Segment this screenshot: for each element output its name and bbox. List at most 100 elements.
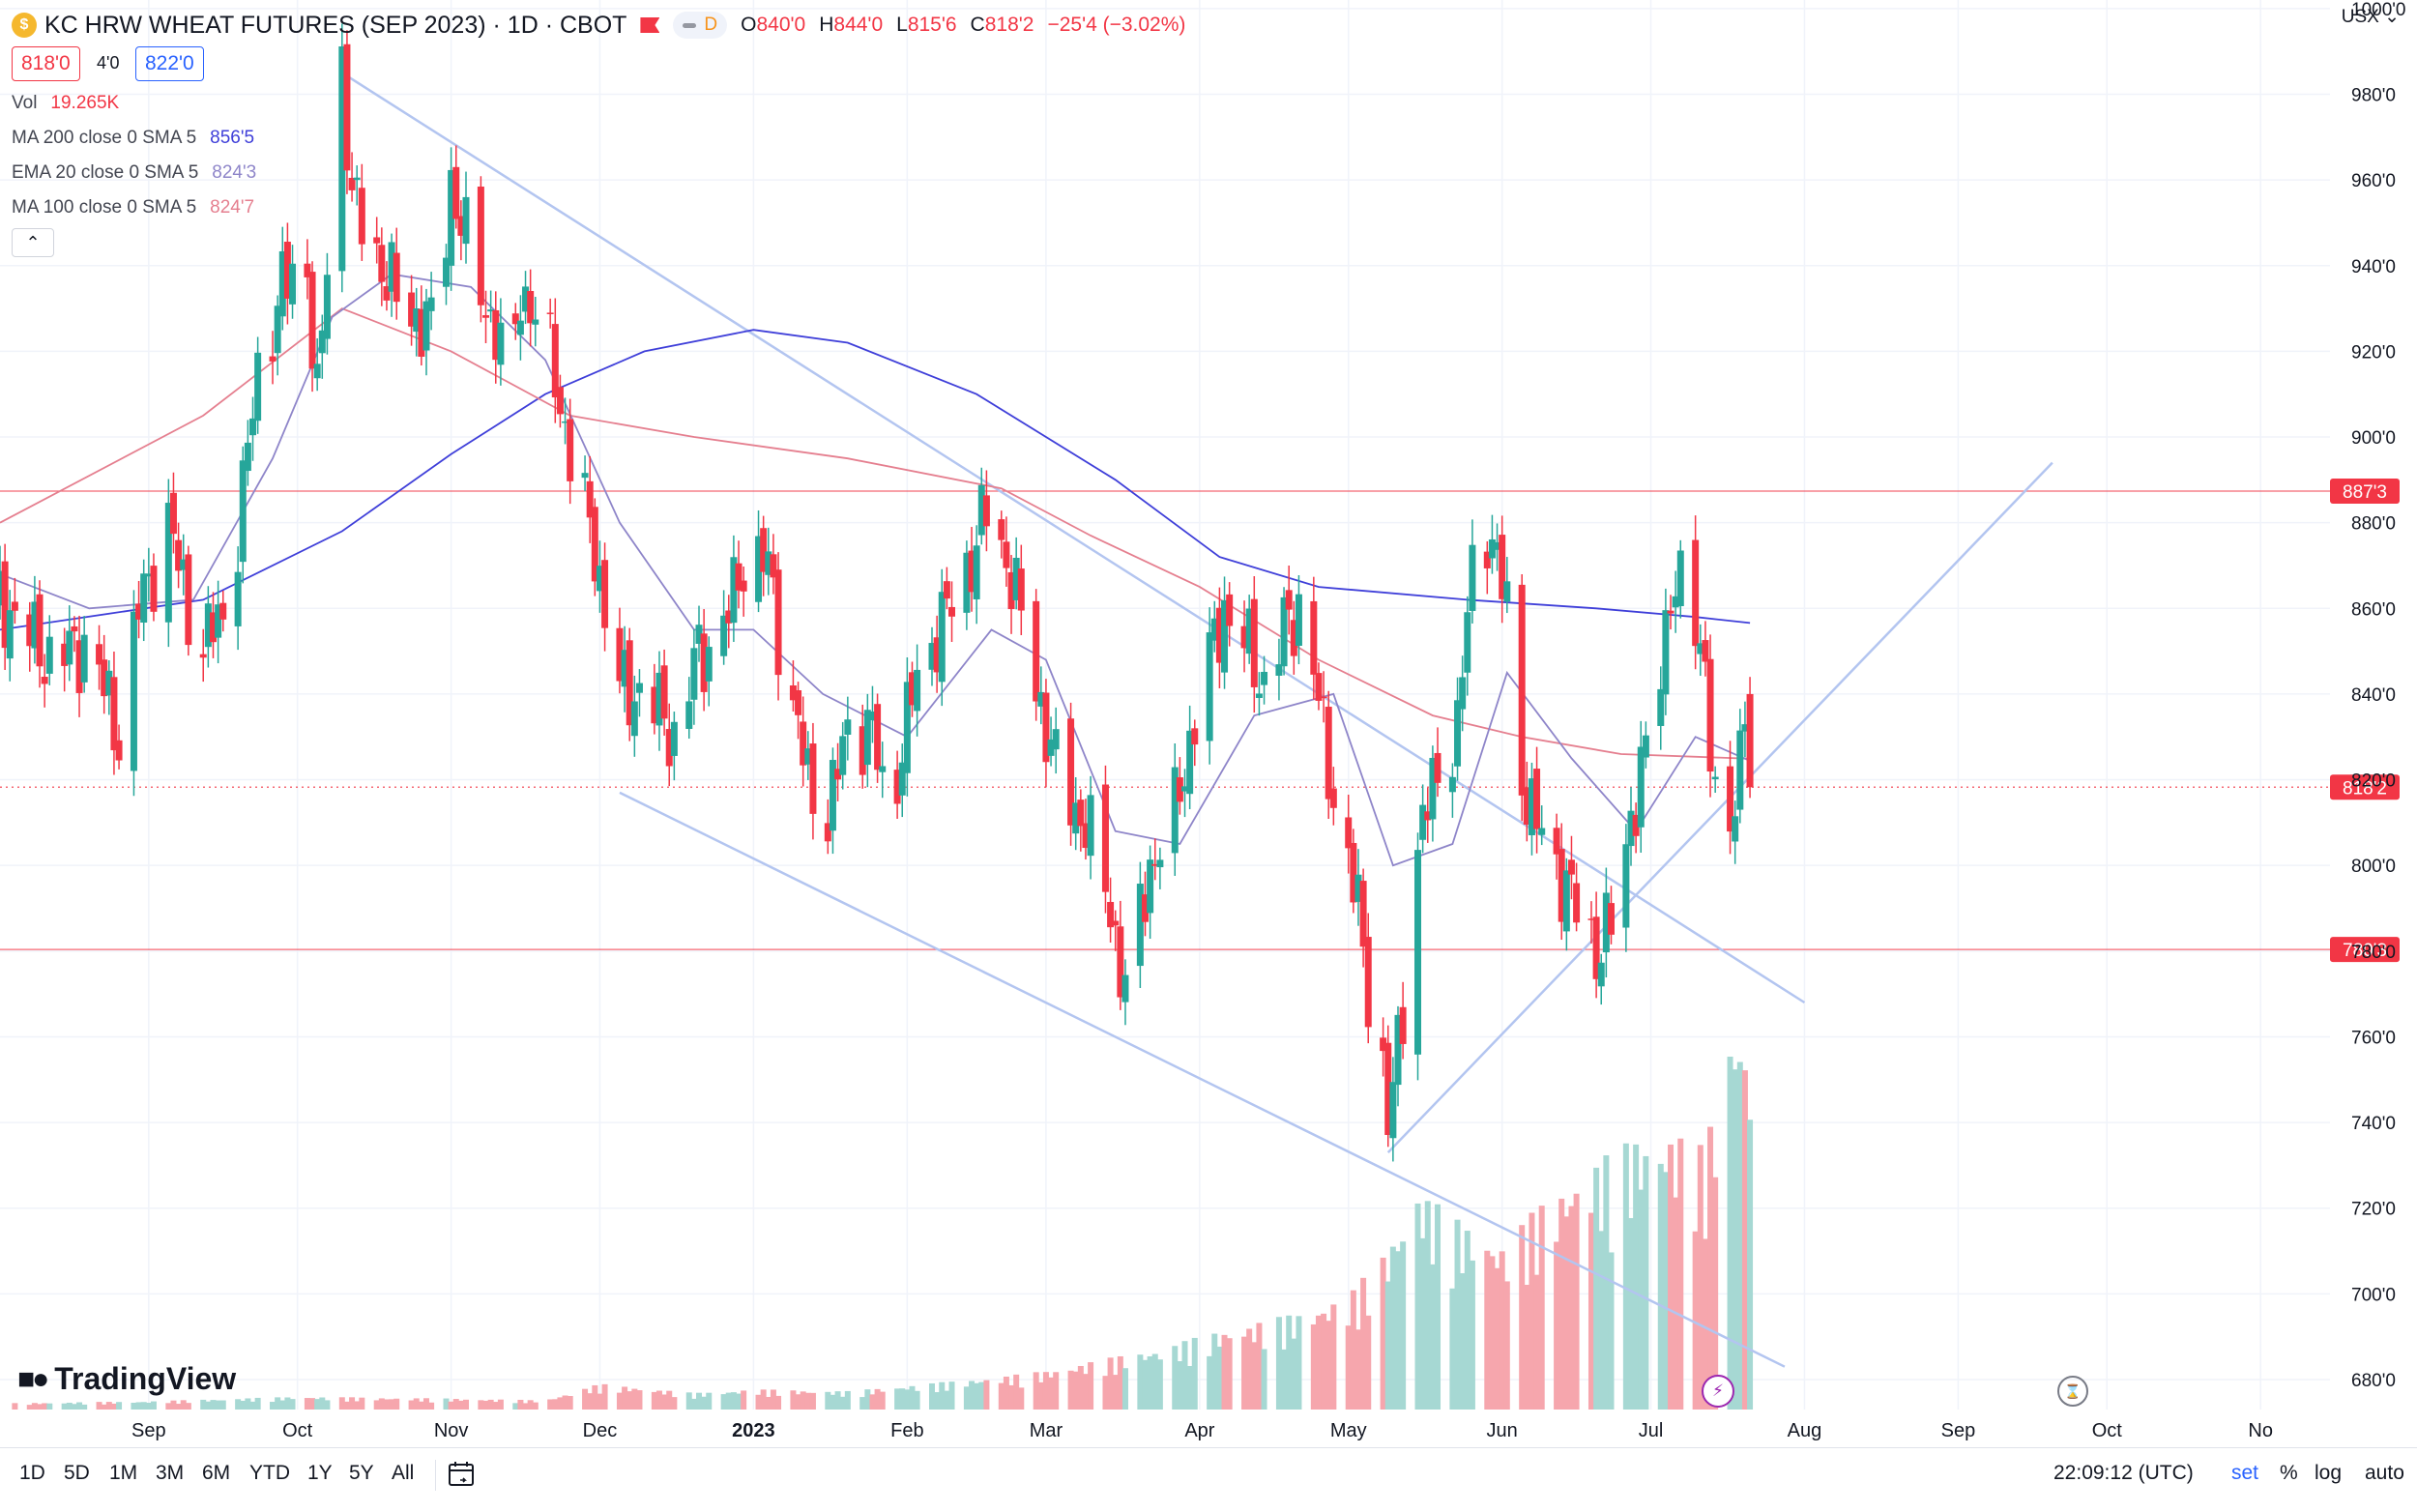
candle-body <box>1012 557 1020 600</box>
candle-body <box>511 313 519 325</box>
price-tick-label: 920'0 <box>2351 342 2396 363</box>
candle-body <box>169 492 177 535</box>
candle-body <box>1275 664 1283 676</box>
candle-body <box>655 672 663 726</box>
volume-bar <box>1102 1376 1109 1410</box>
volume-bar <box>1429 1264 1436 1410</box>
time-tick-label: No <box>2248 1420 2273 1441</box>
currency-selector[interactable]: USX ⌄ <box>2342 6 2400 28</box>
volume-bar <box>1137 1354 1144 1410</box>
candle-body <box>795 690 802 715</box>
volume-bar <box>497 1399 504 1410</box>
volume-bar <box>562 1395 568 1410</box>
low-value: 815'6 <box>907 14 957 36</box>
volume-bar <box>1524 1284 1530 1410</box>
lightning-icon[interactable]: ⚡ <box>1702 1375 1734 1408</box>
time-jump-icon[interactable]: ⌛ <box>2057 1376 2088 1407</box>
volume-bar <box>249 1401 256 1410</box>
candle-body <box>388 242 395 292</box>
timeframe-all[interactable]: All <box>392 1462 415 1484</box>
candle-body <box>239 460 247 563</box>
candle-body <box>1429 757 1437 820</box>
price-chart[interactable]: 887'3 780'3 818'2 1000'0 980'0 960'0 940'0 920… <box>0 0 2417 1445</box>
close-label: C <box>970 14 985 36</box>
timeframe-3m[interactable]: 3M <box>156 1462 185 1484</box>
candle-body <box>130 611 137 771</box>
volume-bar <box>200 1399 207 1410</box>
volume-bar <box>978 1381 985 1410</box>
legend-name: MA 100 close 0 SMA 5 <box>12 197 197 218</box>
buy-button[interactable]: 822'0 <box>135 46 204 81</box>
candle-body <box>26 614 34 647</box>
volume-bar <box>1603 1155 1610 1410</box>
candle-body <box>41 677 48 684</box>
volume-bar <box>1668 1144 1674 1410</box>
legend-volume[interactable]: Vol 19.265K <box>12 93 119 114</box>
candle-body <box>532 319 539 325</box>
volume-bar <box>319 1397 326 1410</box>
auto-scale-toggle[interactable]: auto <box>2365 1462 2404 1484</box>
ohlc-low: L815'6 <box>896 14 956 37</box>
timeframe-5d[interactable]: 5D <box>64 1462 90 1484</box>
candle-body <box>1637 746 1645 828</box>
sell-button[interactable]: 818'0 <box>12 46 80 81</box>
volume-bar <box>904 1389 911 1410</box>
volume-bar <box>185 1403 191 1410</box>
timeframe-1d[interactable]: 1D <box>19 1462 45 1484</box>
collapse-legend-button[interactable]: ⌃ <box>12 228 54 257</box>
timeframe-1m[interactable]: 1M <box>109 1462 138 1484</box>
volume-bar <box>240 1400 247 1410</box>
volume-bar <box>770 1389 776 1410</box>
candle-body <box>135 603 143 620</box>
candle-body <box>562 421 569 423</box>
legend-ema20[interactable]: EMA 20 close 0 SMA 5 824'3 <box>12 162 256 184</box>
log-scale-toggle[interactable]: log <box>2315 1462 2343 1484</box>
candle-body <box>527 290 535 324</box>
candle-body <box>700 633 708 692</box>
candle-body <box>215 604 222 638</box>
candle-body <box>760 528 768 572</box>
candle-body <box>1414 850 1422 1055</box>
timeframe-5y[interactable]: 5Y <box>349 1462 374 1484</box>
volume-bar <box>1459 1273 1466 1410</box>
legend-ma200[interactable]: MA 200 close 0 SMA 5 856'5 <box>12 128 254 149</box>
tradingview-logo[interactable]: ■● TradingView <box>17 1361 236 1397</box>
candle-body <box>1151 863 1159 866</box>
trendlines <box>341 72 2053 1368</box>
volume-bar <box>864 1389 871 1410</box>
volume-bar <box>1424 1201 1431 1410</box>
candle-body <box>1042 692 1050 763</box>
volume-bar <box>131 1402 137 1410</box>
timeframe-1y[interactable]: 1Y <box>307 1462 333 1484</box>
timeframe-6m[interactable]: 6M <box>202 1462 231 1484</box>
candle-body <box>1364 937 1372 1028</box>
volume-bar <box>443 1398 450 1410</box>
volume-bar <box>349 1397 356 1410</box>
candle-body <box>1553 828 1560 855</box>
symbol-title[interactable]: KC HRW WHEAT FUTURES (SEP 2023) · 1D · C… <box>44 11 627 39</box>
ohlc-open: O840'0 <box>741 14 805 37</box>
legend-ma100[interactable]: MA 100 close 0 SMA 5 824'7 <box>12 197 254 218</box>
volume-bar <box>582 1388 589 1410</box>
volume-bar <box>1469 1260 1475 1410</box>
candle-body <box>96 644 103 665</box>
candle-body <box>567 419 574 481</box>
calendar-range-icon[interactable] <box>447 1460 478 1489</box>
data-delay-badge[interactable]: D <box>673 12 728 39</box>
utc-clock[interactable]: 22:09:12 (UTC) <box>2053 1462 2194 1484</box>
session-toggle[interactable]: set <box>2231 1462 2259 1484</box>
time-tick-label: Mar <box>1030 1420 1063 1441</box>
candle-body <box>254 352 262 422</box>
flag-icon[interactable] <box>640 17 660 33</box>
percent-scale-toggle[interactable]: % <box>2280 1462 2298 1484</box>
volume-bars <box>12 1057 1754 1410</box>
candle-body <box>234 571 242 626</box>
candle-body <box>1667 610 1674 614</box>
candle-body <box>879 766 887 772</box>
volume-bar <box>1088 1362 1094 1410</box>
volume-bar <box>1673 1197 1679 1410</box>
timeframe-ytd[interactable]: YTD <box>249 1462 290 1484</box>
candle-body <box>393 252 400 303</box>
candle-body <box>1434 752 1441 783</box>
volume-bar <box>879 1391 886 1410</box>
